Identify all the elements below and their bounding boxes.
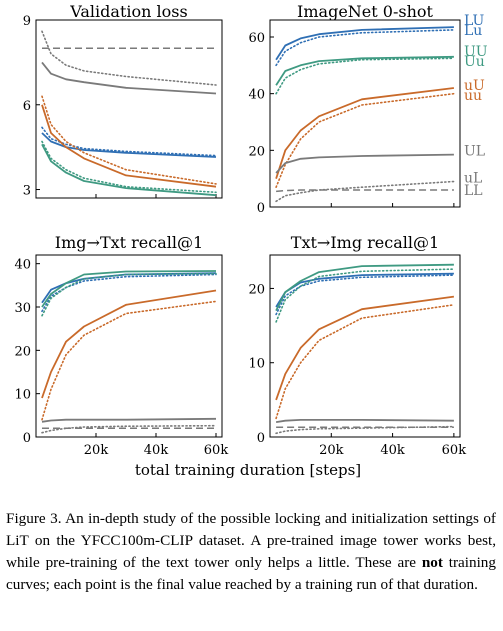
series-label: LL (464, 183, 483, 199)
series-line-LU (41, 272, 217, 304)
series-line-UL (275, 153, 454, 174)
x-tick-label: 60k (204, 443, 229, 458)
y-tick-label: 20 (248, 282, 265, 297)
x-tick-label: 20k (319, 443, 344, 458)
series-line-Lu (41, 126, 217, 157)
x-tick-label: 40k (380, 443, 405, 458)
series-line-LU (275, 26, 454, 61)
y-tick-label: 3 (23, 184, 31, 199)
plot-frame (269, 254, 461, 438)
chart-title: Validation loss (69, 2, 187, 21)
series-line-UU (41, 270, 217, 308)
chart-title: Img→Txt recall@1 (55, 233, 203, 252)
series-line-Uu (275, 57, 455, 95)
x-tick-label: 60k (442, 443, 467, 458)
y-tick-label: 9 (23, 14, 31, 29)
y-tick-label: 0 (257, 431, 265, 446)
series-line-uU (41, 104, 217, 188)
chart-panel: Validation loss 3 6 9 (23, 2, 223, 199)
series-line-LL (276, 189, 454, 193)
series-label: uu (464, 88, 482, 104)
series-label: UU (464, 44, 488, 60)
series-line-LU (275, 272, 454, 308)
caption-text-end: training curves; each point is the final… (6, 554, 496, 593)
series-line-uL (275, 180, 455, 203)
y-tick-label: 6 (23, 99, 31, 114)
y-tick-label: 20 (248, 144, 265, 159)
series-label: uU (464, 78, 485, 94)
y-tick-label: 60 (248, 31, 265, 46)
figure-caption: Figure 3. An in-depth study of the possi… (6, 508, 496, 596)
y-tick-label: 20 (14, 344, 31, 359)
x-axis-label: total training duration [steps] (135, 461, 361, 479)
series-line-uu (41, 300, 217, 421)
series-line-Uu (41, 272, 217, 317)
series-line-Lu (41, 273, 217, 313)
series-line-UL (41, 61, 217, 95)
series-line-UU (275, 263, 454, 312)
series-label: Lu (464, 23, 482, 39)
y-tick-label: 0 (23, 431, 31, 446)
series-label: UL (464, 143, 485, 159)
series-label: LU (464, 13, 485, 29)
x-tick-label: 20k (84, 443, 109, 458)
y-tick-label: 0 (257, 201, 265, 216)
y-tick-label: 40 (248, 88, 265, 103)
series-line-uU (275, 295, 455, 401)
series-line-uL (41, 424, 217, 434)
plot-frame (35, 19, 223, 199)
chart-panel: Img→Txt recall@1 0 10 20 30 40 20k 40k 60k (14, 233, 228, 458)
series-line-uU (41, 289, 217, 399)
x-tick-label: 40k (144, 443, 169, 458)
series-line-uu (275, 92, 455, 188)
series-line-Lu (275, 29, 455, 67)
series-label: uL (464, 170, 482, 186)
y-tick-label: 30 (14, 301, 31, 316)
chart-title: ImageNet 0-shot (297, 2, 433, 21)
series-label: Uu (464, 54, 485, 70)
plot-frame (35, 254, 223, 438)
series-line-UL (41, 417, 217, 423)
plot-frame (269, 19, 461, 208)
series-line-uu (275, 303, 455, 420)
caption-bold-word: not (421, 554, 443, 571)
caption-text-start: Figure 3. An in-depth study of the possi… (6, 510, 496, 571)
series-line-uL (275, 425, 455, 435)
series-line-UU (41, 143, 217, 197)
series-line-UU (275, 55, 454, 86)
y-tick-label: 10 (248, 357, 265, 372)
series-line-uU (275, 87, 455, 179)
y-tick-label: 40 (14, 258, 31, 273)
series-line-LU (41, 132, 217, 158)
series-line-UL (275, 418, 454, 423)
y-tick-label: 10 (14, 388, 31, 403)
series-line-uL (41, 30, 217, 86)
figure-3-charts: Validation loss 3 6 9 ImageNet 0-shot 0 20 40 60… (14, 2, 487, 479)
chart-panel: Txt→Img recall@1 0 10 20 20k 40k 60k (248, 233, 466, 458)
series-line-uu (41, 95, 217, 185)
chart-title: Txt→Img recall@1 (291, 233, 439, 252)
series-line-Uu (275, 268, 455, 323)
series-line-Uu (41, 140, 217, 194)
